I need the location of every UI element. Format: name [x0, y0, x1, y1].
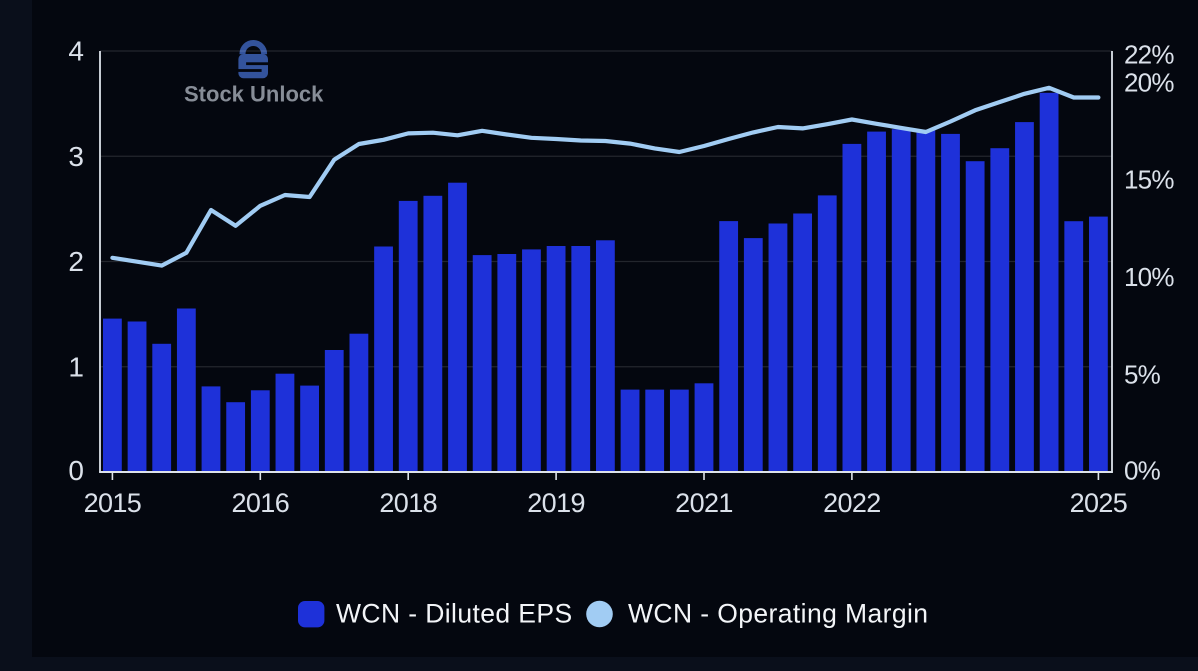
svg-text:1: 1	[68, 351, 84, 382]
svg-text:Stock Unlock: Stock Unlock	[184, 82, 324, 107]
svg-text:WCN - Operating Margin: WCN - Operating Margin	[628, 599, 928, 629]
svg-text:WCN - Diluted EPS: WCN - Diluted EPS	[336, 599, 573, 629]
svg-text:2025: 2025	[1070, 488, 1128, 518]
svg-text:2018: 2018	[379, 488, 437, 518]
svg-text:2022: 2022	[823, 488, 881, 518]
svg-text:10%: 10%	[1124, 262, 1174, 292]
svg-text:2015: 2015	[84, 488, 142, 518]
svg-text:2019: 2019	[527, 488, 585, 518]
svg-text:22%: 22%	[1124, 40, 1174, 70]
svg-text:0%: 0%	[1124, 456, 1161, 486]
svg-text:2021: 2021	[675, 488, 733, 518]
svg-text:15%: 15%	[1124, 165, 1174, 195]
svg-text:0: 0	[68, 455, 84, 486]
svg-text:4: 4	[68, 36, 84, 67]
svg-text:3: 3	[68, 141, 84, 172]
svg-text:5%: 5%	[1124, 360, 1161, 390]
svg-text:20%: 20%	[1124, 68, 1174, 98]
svg-text:2016: 2016	[231, 488, 289, 518]
svg-text:2: 2	[68, 246, 84, 277]
